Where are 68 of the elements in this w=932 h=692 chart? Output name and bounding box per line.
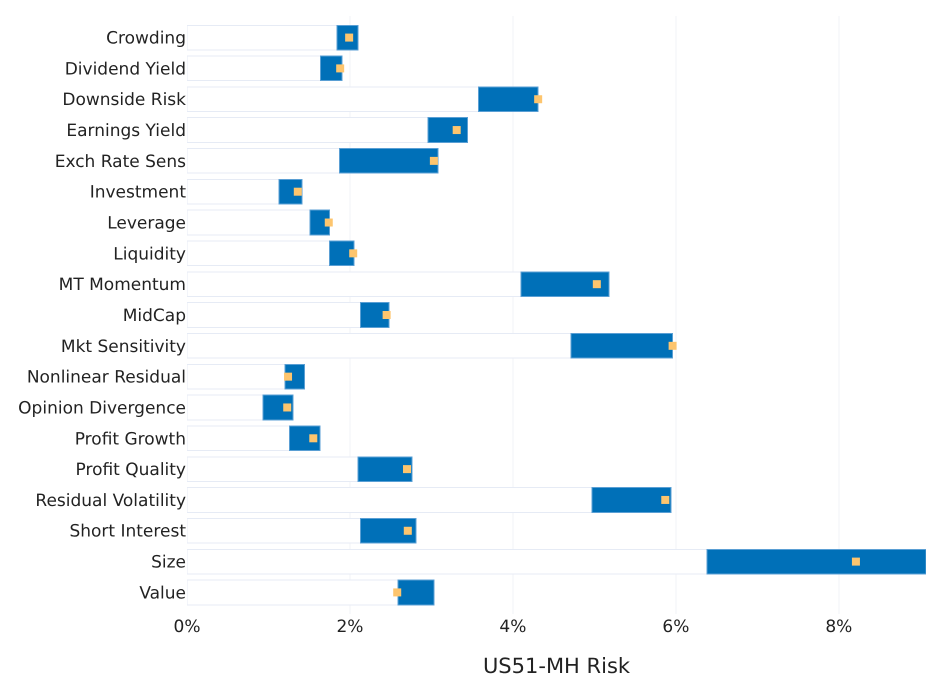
bar	[187, 148, 340, 174]
bar	[428, 117, 468, 143]
bar	[187, 425, 290, 452]
y-tick-label: Residual Volatility	[35, 490, 186, 511]
y-tick-label: MidCap	[122, 306, 186, 326]
bar	[187, 394, 264, 420]
point	[452, 126, 461, 134]
x-axis-title: US51-MH Risk	[482, 654, 631, 678]
x-tick-label: 6%	[662, 617, 690, 637]
y-tick-label: Liquidity	[113, 244, 186, 264]
point	[404, 526, 412, 535]
y-tick-label: Investment	[90, 182, 186, 203]
bar	[320, 56, 342, 82]
bar	[358, 456, 412, 482]
y-tick-label: MT Momentum	[58, 275, 186, 296]
y-tick-label: Profit Growth	[74, 429, 186, 450]
y-tick-label: Crowding	[106, 28, 186, 49]
bar	[289, 425, 320, 452]
bar	[706, 548, 926, 574]
point	[324, 218, 333, 227]
x-tick-label: 0%	[174, 617, 200, 637]
y-tick-label: Size	[151, 552, 186, 573]
point	[284, 372, 292, 381]
y-tick-label: Short Interest	[69, 522, 186, 542]
bar	[329, 240, 355, 266]
bar	[360, 302, 390, 328]
point	[349, 249, 358, 258]
point	[534, 95, 542, 104]
bar	[187, 178, 280, 205]
y-tick-label: Earnings Yield	[66, 121, 186, 141]
y-tick-label: Value	[139, 583, 186, 604]
y-tick-label: Downside Risk	[62, 90, 186, 110]
bar	[187, 210, 311, 236]
bar	[478, 86, 539, 112]
bar	[591, 487, 672, 513]
y-tick-label: Exch Rate Sens	[54, 152, 186, 172]
y-tick-label: Dividend Yield	[64, 59, 186, 80]
bar	[187, 364, 286, 390]
point	[852, 558, 860, 566]
bar	[520, 271, 610, 298]
bar	[570, 332, 674, 359]
point	[283, 403, 292, 412]
point	[592, 280, 601, 288]
point	[402, 465, 411, 474]
bar	[187, 240, 330, 266]
bar	[398, 580, 434, 606]
bar	[262, 394, 294, 420]
x-tick-label: 4%	[499, 617, 526, 637]
point	[430, 156, 438, 165]
y-tick-label: Mkt Sensitivity	[60, 336, 186, 357]
point	[393, 588, 402, 596]
bar	[187, 56, 322, 82]
point	[336, 64, 344, 72]
x-tick-label: 2%	[336, 617, 364, 637]
y-tick-label: Opinion Divergence	[18, 398, 186, 418]
y-tick-label: Leverage	[107, 213, 186, 234]
bar	[310, 210, 330, 236]
point	[661, 496, 670, 504]
bar	[187, 24, 338, 50]
point	[309, 434, 318, 442]
bar	[360, 518, 416, 544]
bar	[338, 148, 438, 174]
y-tick-label: Nonlinear Residual	[26, 368, 186, 388]
point	[668, 342, 677, 350]
point	[294, 188, 302, 196]
x-tick-label: 8%	[825, 617, 852, 637]
y-tick-label: Profit Quality	[76, 460, 186, 480]
point	[382, 311, 391, 319]
